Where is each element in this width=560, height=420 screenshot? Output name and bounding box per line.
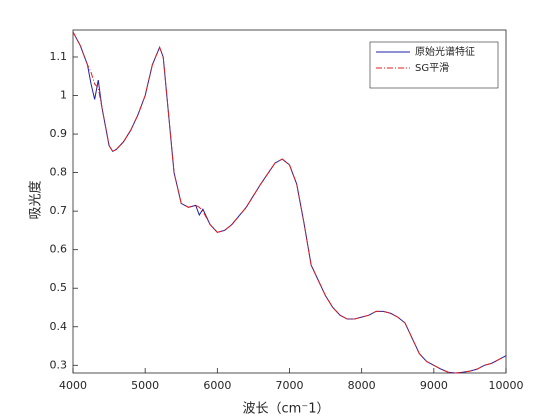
legend-label: SG平滑 [415, 62, 449, 74]
y-tick-label: 0.6 [50, 243, 68, 256]
y-tick-label: 1.1 [50, 50, 68, 63]
x-tick-label: 5000 [131, 379, 159, 392]
y-tick-label: 0.8 [50, 166, 68, 179]
x-tick-label: 6000 [203, 379, 231, 392]
y-tick-label: 0.3 [50, 358, 68, 371]
series-line [72, 31, 507, 374]
x-tick-label: 10000 [489, 379, 524, 392]
x-axis-label: 波长（cm⁻1） [243, 402, 330, 417]
y-tick-label: 0.7 [50, 204, 68, 217]
x-tick-label: 4000 [59, 379, 87, 392]
y-tick-label: 0.5 [50, 281, 68, 294]
y-tick-label: 0.4 [50, 320, 68, 333]
y-tick-label: 0.9 [50, 127, 68, 140]
y-tick-label: 1 [60, 89, 67, 102]
x-tick-label: 9000 [420, 379, 448, 392]
legend-label: 原始光谱特征 [415, 45, 475, 58]
y-axis-label: 吸光度 [28, 180, 44, 219]
legend-box [369, 41, 499, 89]
x-tick-label: 7000 [276, 379, 304, 392]
x-tick-label: 8000 [348, 379, 376, 392]
